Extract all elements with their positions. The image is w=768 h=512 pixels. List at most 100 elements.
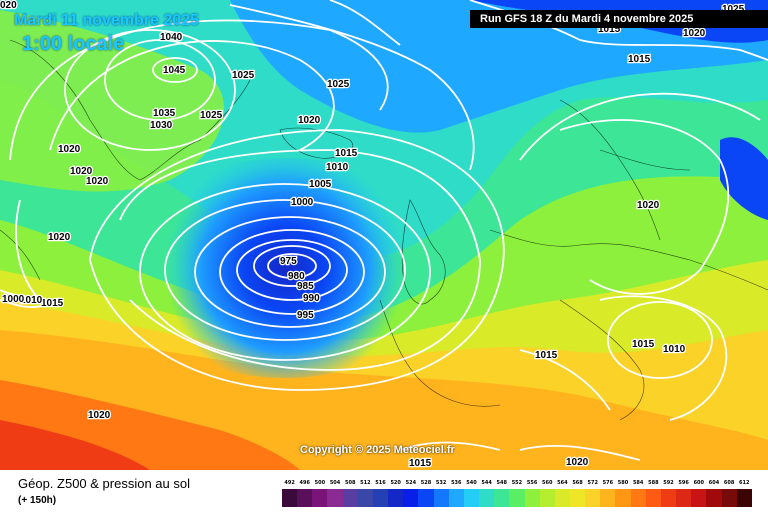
legend-swatch <box>297 489 313 507</box>
isobar-label: 1010 <box>326 162 349 173</box>
legend-swatch <box>569 489 586 507</box>
isobar-label: 1015 <box>335 148 358 159</box>
legend-swatch <box>357 489 373 507</box>
isobar-label: 1020 <box>58 144 81 155</box>
isobar-label: 1005 <box>309 179 332 190</box>
legend-value: 592 <box>663 480 674 486</box>
legend-swatch <box>691 489 707 507</box>
isobar-label: 020 <box>0 0 17 11</box>
legend-value: 604 <box>708 480 720 486</box>
map-canvas: 1040 1045 1025 1025 1035 1030 1025 1020 … <box>0 0 768 470</box>
forecast-date: Mardi 11 novembre 2025 <box>14 12 199 29</box>
legend-swatch <box>388 489 404 507</box>
isobar-label: 1020 <box>683 28 706 39</box>
isobar-label: 1015 <box>535 350 558 361</box>
legend-swatch <box>554 489 570 507</box>
copyright-notice: Copyright © 2025 Meteociel.fr <box>300 444 455 456</box>
isobar-label: 1025 <box>200 110 223 121</box>
forecast-range: (+ 150h) <box>18 495 57 506</box>
legend-value: 548 <box>496 480 507 486</box>
map-title: Géop. Z500 & pression au sol <box>18 476 190 491</box>
legend-swatch <box>585 489 601 507</box>
legend-value: 580 <box>617 480 629 486</box>
isobar-label: 1015 <box>41 298 64 309</box>
legend-swatch <box>676 489 692 507</box>
legend-swatch <box>433 489 449 507</box>
legend-value: 500 <box>314 480 326 486</box>
legend-value: 536 <box>451 480 462 486</box>
isobar-label: 1020 <box>298 115 321 126</box>
legend-value: 588 <box>648 480 659 486</box>
legend-value: 564 <box>557 480 568 486</box>
isobar-label: 1000 <box>2 294 25 305</box>
isobar-label: 1045 <box>163 65 186 76</box>
legend-value: 608 <box>723 480 735 486</box>
isobar-label: 1015 <box>409 458 432 469</box>
isobar-label: 985 <box>297 281 314 292</box>
isobar-label: 1025 <box>232 70 255 81</box>
low-pressure-area <box>120 158 450 378</box>
isobar-label: 990 <box>303 293 320 304</box>
legend-swatch <box>509 489 525 507</box>
legend-value: 544 <box>481 480 492 486</box>
legend-value: 552 <box>511 480 523 486</box>
isobar-label: 1015 <box>628 54 651 65</box>
run-banner: Run GFS 18 Z du Mardi 4 novembre 2025 <box>470 10 768 28</box>
isobar-labels: 1040 1045 1025 1025 1035 1030 1025 1020 … <box>0 0 746 470</box>
legend-value: 516 <box>375 480 386 486</box>
legend-value: 512 <box>360 480 371 486</box>
field-band-536 <box>230 0 768 133</box>
isobar-label: 980 <box>288 271 305 282</box>
legend-swatch <box>539 489 555 507</box>
legend-value: 496 <box>299 480 310 486</box>
isobar-label: 1020 <box>70 166 93 177</box>
legend-value: 492 <box>284 480 295 486</box>
field-band-russia <box>720 137 768 220</box>
legend-swatch <box>448 489 464 507</box>
legend-value: 524 <box>405 480 417 486</box>
legend-swatch <box>282 489 298 507</box>
legend-value: 528 <box>420 480 432 486</box>
legend-value: 600 <box>693 480 705 486</box>
legend-swatch <box>660 489 677 507</box>
legend-swatch <box>403 489 419 507</box>
legend-value: 504 <box>329 480 341 486</box>
legend-swatch <box>630 489 646 507</box>
legend-value: 560 <box>542 480 553 486</box>
isobar-label: 1000 <box>291 197 314 208</box>
weather-map: 1040 1045 1025 1025 1035 1030 1025 1020 … <box>0 0 768 470</box>
legend-swatch <box>479 489 495 507</box>
field-band-592 <box>0 420 150 470</box>
legend-swatch <box>327 489 343 507</box>
isobar-label: 975 <box>280 256 297 267</box>
forecast-time: 1:00 locale <box>22 33 125 55</box>
isobar-label: 1020 <box>48 232 71 243</box>
footer: Géop. Z500 & pression au sol (+ 150h) 49… <box>0 470 768 512</box>
legend-values: 492 496 500 504 508 512 516 520 524 528 532 536 540 5… <box>282 480 752 486</box>
isobar-label: 995 <box>297 310 314 321</box>
legend-swatch <box>645 489 661 507</box>
isobar-label: 1020 <box>637 200 660 211</box>
legend-swatch <box>494 489 510 507</box>
legend-swatch <box>418 489 434 507</box>
isobar-label: 1020 <box>88 410 111 421</box>
isobar-label: 1040 <box>160 32 183 43</box>
isobar-label: 1020 <box>566 457 589 468</box>
legend-value: 568 <box>572 480 583 486</box>
legend-value: 612 <box>739 480 750 486</box>
legend-swatch <box>706 489 722 507</box>
legend-swatch <box>463 489 480 507</box>
legend-swatch <box>600 489 616 507</box>
isobar-label: 1020 <box>86 176 109 187</box>
isobar-label: 1025 <box>327 79 350 90</box>
legend-swatch <box>342 489 358 507</box>
legend-value: 576 <box>602 480 614 486</box>
isobar-label: 1010 <box>663 344 686 355</box>
legend-swatch <box>312 489 328 507</box>
legend-value: 584 <box>632 480 644 486</box>
legend-value: 556 <box>526 480 538 486</box>
legend-swatch <box>372 489 389 507</box>
isobar-label: 1010 <box>20 295 43 306</box>
legend-value: 508 <box>344 480 356 486</box>
isobar-label: 1035 <box>153 108 176 119</box>
